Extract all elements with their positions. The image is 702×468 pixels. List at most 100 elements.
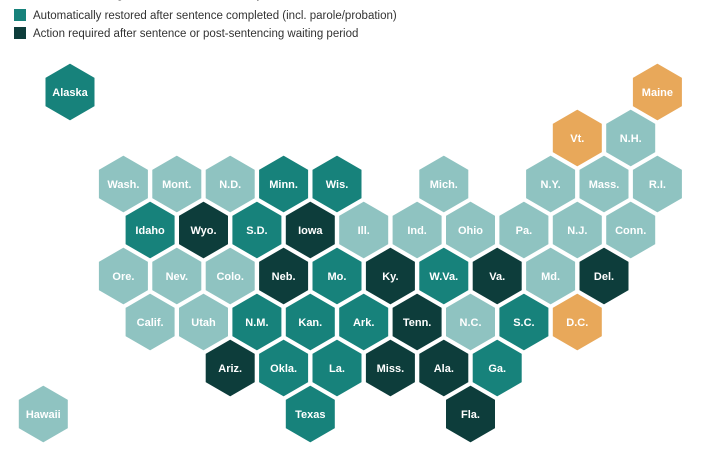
state-hex xyxy=(577,245,631,307)
state-label: Wis. xyxy=(326,179,349,191)
state-label: Ohio xyxy=(458,225,483,237)
state-hex xyxy=(390,291,444,353)
state-label: Iowa xyxy=(298,225,323,237)
legend-swatch xyxy=(14,27,26,39)
state-hex xyxy=(630,153,684,215)
state-hex xyxy=(604,107,658,169)
state-label: Wyo. xyxy=(190,225,216,237)
state-hex xyxy=(444,383,497,445)
state-hex xyxy=(257,245,311,307)
state-label: Ky. xyxy=(382,271,398,283)
state-hex xyxy=(630,61,684,123)
state-label: Mich. xyxy=(430,179,458,191)
state-label: W.Va. xyxy=(429,271,458,283)
state-hex xyxy=(337,199,391,261)
state-hex xyxy=(310,337,364,399)
state-label: Neb. xyxy=(272,271,296,283)
state-label: Ark. xyxy=(353,317,374,329)
state-label: Ga. xyxy=(488,363,506,375)
state-hex xyxy=(283,199,337,261)
legend-label: Automatically restored after sentence co… xyxy=(33,10,397,22)
state-hex xyxy=(203,245,257,307)
state-hex xyxy=(470,245,524,307)
state-label: N.C. xyxy=(460,317,482,329)
state-label: Minn. xyxy=(269,179,298,191)
state-label: N.M. xyxy=(245,317,268,329)
legend-swatch xyxy=(14,9,26,21)
state-hex xyxy=(524,153,578,215)
state-label: Colo. xyxy=(216,271,244,283)
state-hex xyxy=(257,153,311,215)
state-hex xyxy=(417,153,471,215)
state-hex xyxy=(43,61,97,123)
state-hex xyxy=(123,291,177,353)
state-label: Idaho xyxy=(135,225,165,237)
state-label: R.I. xyxy=(649,179,666,191)
state-hex xyxy=(230,291,284,353)
state-hex xyxy=(444,199,497,261)
state-hex xyxy=(96,245,150,307)
state-label: Va. xyxy=(489,271,505,283)
state-hex xyxy=(283,291,337,353)
state-label: N.Y. xyxy=(541,179,561,191)
state-label: Ala. xyxy=(434,363,454,375)
state-hex xyxy=(363,245,417,307)
state-hex xyxy=(604,199,658,261)
state-label: Okla. xyxy=(270,363,297,375)
state-hex xyxy=(550,291,604,353)
state-hex xyxy=(177,291,230,353)
state-label: Maine xyxy=(642,87,673,99)
state-hex xyxy=(230,199,284,261)
state-label: S.D. xyxy=(246,225,267,237)
state-label: Mass. xyxy=(589,179,620,191)
state-hex xyxy=(550,107,604,169)
state-hex xyxy=(310,245,364,307)
state-label: Mo. xyxy=(328,271,347,283)
state-hex xyxy=(257,337,311,399)
state-hex xyxy=(310,153,364,215)
state-hex xyxy=(524,245,578,307)
state-hex xyxy=(497,199,551,261)
state-hex xyxy=(444,291,497,353)
state-label: Conn. xyxy=(615,225,646,237)
state-hex xyxy=(203,153,257,215)
state-hex xyxy=(363,337,417,399)
state-hex xyxy=(337,291,391,353)
state-label: S.C. xyxy=(513,317,534,329)
state-hex xyxy=(577,153,631,215)
state-label: Ore. xyxy=(112,271,134,283)
legend-label: Action required after sentence or post-s… xyxy=(33,28,358,40)
state-label: Utah xyxy=(191,317,216,329)
state-label: Del. xyxy=(594,271,614,283)
state-label: Ind. xyxy=(407,225,427,237)
state-label: Ill. xyxy=(358,225,370,237)
state-label: Md. xyxy=(541,271,560,283)
state-label: N.D. xyxy=(219,179,241,191)
state-hex xyxy=(150,245,204,307)
state-label: N.H. xyxy=(620,133,642,145)
state-label: Pa. xyxy=(516,225,533,237)
state-hex xyxy=(417,337,471,399)
state-label: Nev. xyxy=(166,271,188,283)
state-label: Ariz. xyxy=(218,363,242,375)
state-hex xyxy=(283,383,337,445)
state-label: Mont. xyxy=(162,179,191,191)
state-label: Tenn. xyxy=(403,317,432,329)
state-label: N.J. xyxy=(567,225,587,237)
legend-label: Automatically restored after release xyxy=(194,0,375,1)
state-hex xyxy=(123,199,177,261)
state-label: Calif. xyxy=(137,317,164,329)
state-label: Miss. xyxy=(377,363,405,375)
state-label: Hawaii xyxy=(26,409,61,421)
state-label: Kan. xyxy=(298,317,322,329)
state-hex xyxy=(177,199,230,261)
state-hex xyxy=(390,199,444,261)
legend-label: Never lose the right to vote xyxy=(33,0,170,1)
state-label: Wash. xyxy=(107,179,139,191)
state-label: La. xyxy=(329,363,345,375)
state-label: D.C. xyxy=(566,317,588,329)
state-hex xyxy=(550,199,604,261)
state-label: Fla. xyxy=(461,409,480,421)
state-hex xyxy=(497,291,551,353)
